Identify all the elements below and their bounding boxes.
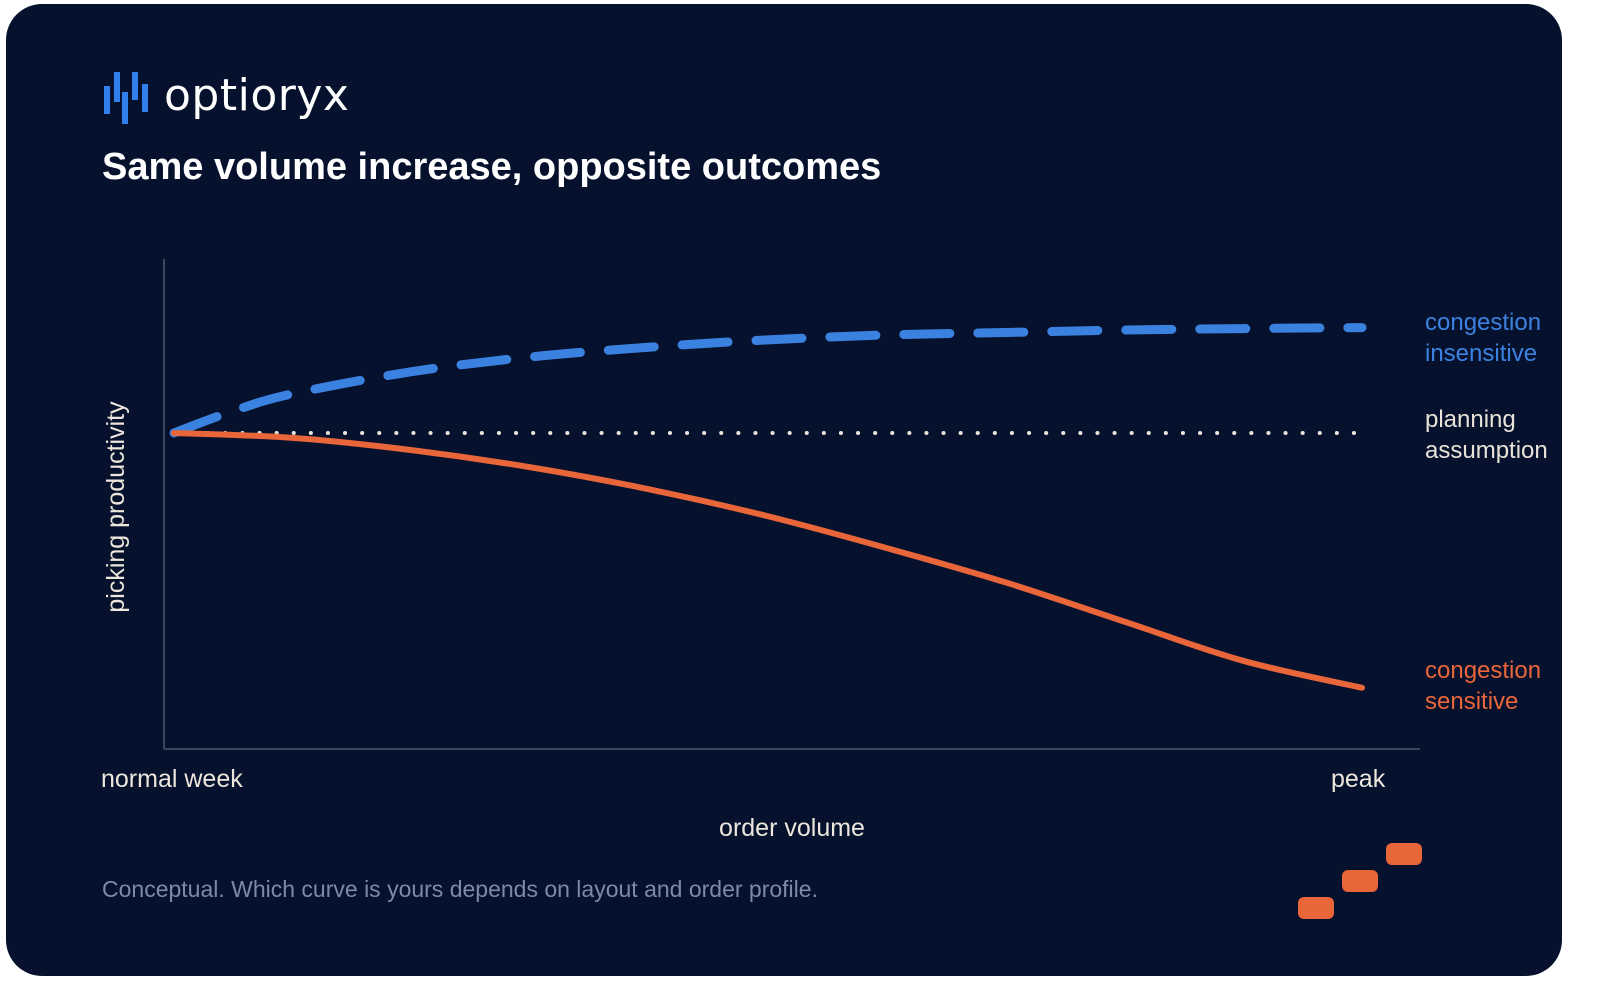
brand-logo: optioryx	[102, 68, 349, 128]
chart-title: Same volume increase, opposite outcomes	[102, 146, 882, 188]
series-line-congestion-insensitive	[169, 323, 1367, 438]
series-label-planning-line1: planning	[1425, 406, 1516, 433]
series-label-insensitive-line1: congestion	[1425, 309, 1541, 336]
logo-mark-icon	[104, 72, 148, 124]
footnote: Conceptual. Which curve is yours depends…	[102, 876, 818, 902]
chart-card: optioryx Same volume increase, opposite …	[6, 4, 1562, 976]
series-label-insensitive-line2: insensitive	[1425, 340, 1537, 367]
chart: congestion insensitive planning assumpti…	[101, 259, 1548, 842]
series-line-congestion-sensitive	[171, 429, 1365, 691]
brand-name: optioryx	[164, 69, 350, 121]
decorative-step-3	[1386, 843, 1422, 865]
series-label-sensitive-line2: sensitive	[1425, 688, 1518, 715]
series-label-planning-line2: assumption	[1425, 437, 1548, 464]
series-label-sensitive-line1: congestion	[1425, 657, 1541, 684]
y-axis-label: picking productivity	[102, 401, 130, 613]
x-tick-label-normal-week: normal week	[101, 765, 243, 793]
decorative-step-2	[1342, 870, 1378, 892]
decorative-step-1	[1298, 897, 1334, 919]
x-axis-label: order volume	[719, 814, 865, 842]
x-tick-label-peak: peak	[1331, 765, 1386, 793]
